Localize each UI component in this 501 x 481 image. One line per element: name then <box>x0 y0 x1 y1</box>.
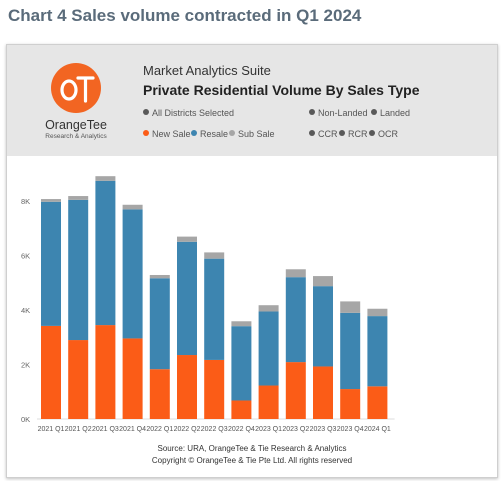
bar-sub-sale[interactable] <box>204 252 225 259</box>
bar-sub-sale[interactable] <box>367 308 388 317</box>
bar-new-sale[interactable] <box>68 340 89 419</box>
x-tick-label: 2023 Q4 <box>337 426 364 433</box>
dashboard-header: OrangeTee Research & Analytics Market An… <box>7 45 497 156</box>
y-tick-label: 6K <box>21 252 30 261</box>
bar-resale[interactable] <box>41 201 61 326</box>
x-tick-label: 2021 Q4 <box>119 426 146 433</box>
bar-resale[interactable] <box>231 326 252 401</box>
filter-dot-icon <box>371 109 377 115</box>
y-tick-label: 4K <box>21 306 30 315</box>
bar-sub-sale[interactable] <box>95 176 116 181</box>
bar-sub-sale[interactable] <box>68 196 89 200</box>
bar-resale[interactable] <box>177 241 197 356</box>
dashboard-card: OrangeTee Research & Analytics Market An… <box>6 44 498 478</box>
x-tick-label: 2023 Q3 <box>310 426 337 433</box>
bar-new-sale[interactable] <box>258 385 279 419</box>
bar-sub-sale[interactable] <box>177 236 197 242</box>
bar-sub-sale[interactable] <box>149 274 170 279</box>
filter-dot-icon <box>143 109 149 115</box>
x-tick-label: 2023 Q1 <box>255 426 282 433</box>
bar-sub-sale[interactable] <box>41 199 61 202</box>
x-tick-label: 2022 Q1 <box>146 426 173 433</box>
filter-rcr[interactable]: RCR <box>339 129 368 139</box>
bar-new-sale[interactable] <box>204 359 225 419</box>
bar-new-sale[interactable] <box>177 355 197 419</box>
bar-new-sale[interactable] <box>41 325 61 419</box>
bar-resale[interactable] <box>313 286 333 367</box>
bar-new-sale[interactable] <box>340 389 361 419</box>
brand-tagline: Research & Analytics <box>45 133 107 140</box>
chart-footer: Source: URA, OrangeTee & Tie Research & … <box>7 443 497 467</box>
sub-sale-dot-icon <box>229 130 235 136</box>
bar-resale[interactable] <box>68 199 89 341</box>
bar-new-sale[interactable] <box>367 386 388 419</box>
x-tick-label: 2021 Q3 <box>92 426 119 433</box>
district-filter[interactable]: All Districts Selected <box>143 108 234 118</box>
legend-sub-sale[interactable]: Sub Sale <box>229 129 275 139</box>
bar-new-sale[interactable] <box>122 338 143 419</box>
resale-dot-icon <box>191 130 197 136</box>
new-sale-dot-icon <box>143 130 149 136</box>
orangetee-logo <box>51 63 101 113</box>
x-tick-label: 2023 Q2 <box>282 426 309 433</box>
bar-resale[interactable] <box>204 258 225 360</box>
filter-dot-icon <box>309 109 315 115</box>
legend-resale[interactable]: Resale <box>191 129 228 139</box>
brand-name: OrangeTee <box>45 118 107 132</box>
bar-resale[interactable] <box>95 180 116 326</box>
dashboard-title: Private Residential Volume By Sales Type <box>143 82 420 98</box>
x-tick-label: 2021 Q1 <box>38 426 65 433</box>
bar-new-sale[interactable] <box>95 325 116 419</box>
y-tick-label: 2K <box>21 361 30 370</box>
x-tick-label: 2022 Q4 <box>228 426 255 433</box>
x-tick-label: 2022 Q2 <box>174 426 201 433</box>
bar-sub-sale[interactable] <box>340 301 361 313</box>
source-note: Source: URA, OrangeTee & Tie Research & … <box>157 444 347 453</box>
bar-new-sale[interactable] <box>285 362 306 419</box>
bar-resale[interactable] <box>285 277 306 363</box>
bar-sub-sale[interactable] <box>313 276 333 287</box>
page-title: Chart 4 Sales volume contracted in Q1 20… <box>8 6 362 25</box>
filter-dot-icon <box>309 130 315 136</box>
y-tick-label: 8K <box>21 197 30 206</box>
bar-new-sale[interactable] <box>149 369 170 419</box>
bar-resale[interactable] <box>122 209 143 339</box>
x-tick-label: 2024 Q1 <box>364 426 391 433</box>
filter-ocr[interactable]: OCR <box>369 129 398 139</box>
copyright-note: Copyright © OrangeTee & Tie Pte Ltd. All… <box>151 456 353 465</box>
bar-resale[interactable] <box>258 311 279 386</box>
filter-ccr[interactable]: CCR <box>309 129 338 139</box>
y-tick-label: 0K <box>21 415 30 424</box>
filter-landed[interactable]: Landed <box>371 108 410 118</box>
filter-dot-icon <box>369 130 375 136</box>
bar-new-sale[interactable] <box>231 400 252 419</box>
logo-mark-icon <box>60 76 95 103</box>
bar-new-sale[interactable] <box>313 366 333 419</box>
x-tick-label: 2021 Q2 <box>65 426 92 433</box>
suite-name: Market Analytics Suite <box>143 63 271 78</box>
legend-new-sale[interactable]: New Sale <box>143 129 191 139</box>
x-tick-label: 2022 Q3 <box>201 426 228 433</box>
bar-resale[interactable] <box>149 278 170 370</box>
bar-sub-sale[interactable] <box>285 269 306 278</box>
bar-sub-sale[interactable] <box>258 305 279 312</box>
bar-sub-sale[interactable] <box>231 321 252 327</box>
bar-resale[interactable] <box>367 316 388 387</box>
filter-non-landed[interactable]: Non-Landed <box>309 108 368 118</box>
bar-resale[interactable] <box>340 312 361 390</box>
bar-sub-sale[interactable] <box>122 204 143 210</box>
filter-dot-icon <box>339 130 345 136</box>
